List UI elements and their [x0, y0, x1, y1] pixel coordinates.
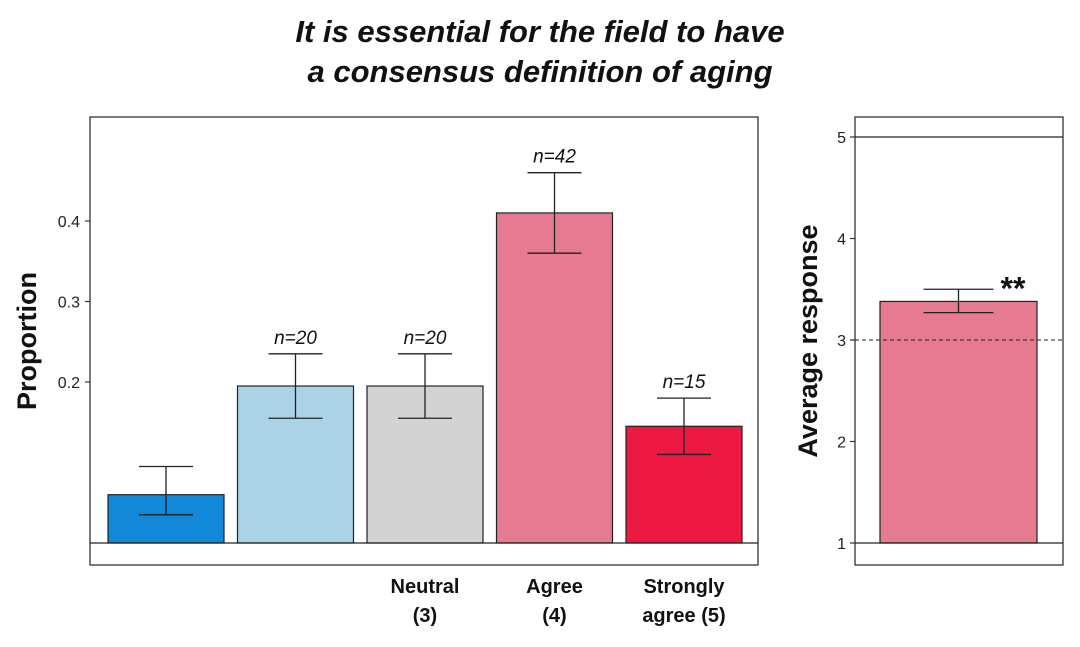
n-count-label: n=42 [533, 147, 576, 168]
n-count-label: n=20 [404, 328, 447, 349]
y-tick-label-right: 5 [837, 130, 846, 147]
average-bar [879, 300, 1038, 544]
y-tick-label-left: 0.3 [58, 295, 80, 312]
significance-marker: ** [1001, 270, 1026, 306]
left-plot-frame [89, 116, 759, 566]
x-tick-label: agree (5) [642, 605, 725, 627]
y-tick-label-right: 4 [837, 232, 846, 249]
n-count-label: n=15 [663, 372, 706, 393]
n-count-label: n=20 [274, 328, 317, 349]
y-axis-label-left: Proportion [12, 272, 42, 410]
y-tick-label-right: 2 [837, 435, 846, 452]
y-tick-label-left: 0.4 [58, 214, 80, 231]
x-tick-label: Agree [526, 576, 583, 598]
y-tick-label-left: 0.2 [58, 375, 80, 392]
x-tick-label: (3) [413, 605, 437, 627]
bar [495, 212, 614, 544]
chart-title-line-1: It is essential for the field to have [295, 14, 785, 49]
y-axis-label-right: Average response [793, 224, 823, 457]
chart-title: It is essential for the field to have a … [0, 12, 1080, 92]
x-tick-label: (4) [542, 605, 566, 627]
y-tick-label-right: 3 [837, 333, 846, 350]
x-tick-label: Strongly [643, 576, 725, 598]
y-tick-label-right: 1 [837, 536, 846, 553]
x-tick-label: Neutral [391, 576, 460, 598]
right-plot-frame [854, 116, 1064, 566]
chart-title-line-2: a consensus definition of aging [307, 54, 773, 89]
